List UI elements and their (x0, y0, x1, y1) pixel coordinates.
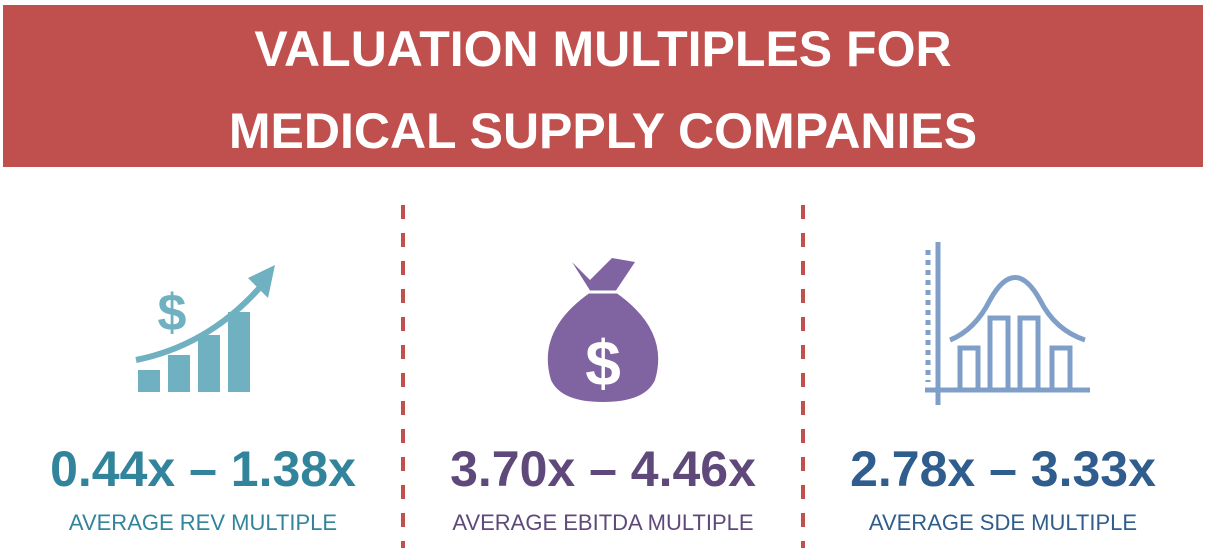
growth-icon: $ (135, 265, 275, 392)
multiple-range: 3.70x – 4.46x (450, 441, 756, 497)
distribution-icon (925, 242, 1090, 405)
title-banner (3, 5, 1203, 167)
multiple-range: 0.44x – 1.38x (50, 441, 356, 497)
title-line: VALUATION MULTIPLES FOR (254, 21, 951, 77)
multiple-label: AVERAGE EBITDA MULTIPLE (452, 510, 753, 535)
title-line: MEDICAL SUPPLY COMPANIES (229, 103, 977, 159)
svg-text:$: $ (585, 327, 621, 399)
svg-text:$: $ (158, 284, 187, 342)
multiple-range: 2.78x – 3.33x (850, 441, 1156, 497)
multiple-label: AVERAGE REV MULTIPLE (69, 510, 337, 535)
multiple-label: AVERAGE SDE MULTIPLE (869, 510, 1137, 535)
money-bag-icon: $ (547, 258, 659, 402)
